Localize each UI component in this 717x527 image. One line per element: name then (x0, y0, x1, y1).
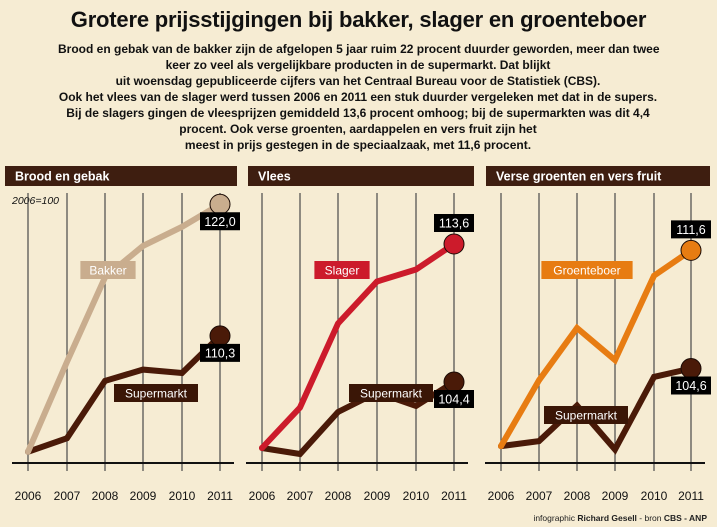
intro-line: Ook het vlees van de slager werd tussen … (58, 90, 658, 104)
intro-line: keer zo veel als vergelijkbare producten… (165, 58, 551, 72)
series-line-groenteboer (498, 247, 693, 448)
data-label: 113,6 (439, 217, 469, 231)
panel-title-brood-en-gebak: Brood en gebak (15, 170, 110, 184)
series-name-box (80, 261, 136, 279)
credit-prefix: infographic (533, 513, 578, 523)
x-tick-label: 2009 (130, 489, 157, 503)
intro-line: uit woensdag gepubliceerde cijfers van h… (115, 74, 601, 88)
data-label: 111,6 (676, 223, 705, 237)
series-name-bakker: Bakker (89, 264, 126, 278)
series-line-supermarkt (500, 365, 692, 455)
series-name-groenteboer: Groenteboer (553, 264, 620, 278)
data-label: 122,0 (204, 215, 235, 229)
data-point-start (25, 448, 31, 455)
x-tick-label: 2007 (54, 489, 81, 503)
x-tick-label: 2011 (207, 489, 233, 503)
data-point-start (259, 445, 265, 451)
data-point-end-supermarkt (680, 358, 702, 379)
credit-author: Richard Gesell (577, 513, 637, 523)
x-tick-label: 2009 (364, 489, 391, 503)
credit-middle: - bron (636, 513, 664, 523)
x-tick-label: 2011 (678, 489, 704, 503)
data-label: 104,4 (438, 393, 469, 407)
data-point-start (498, 443, 504, 450)
x-tick-label: 2009 (602, 489, 629, 503)
x-tick-label: 2006 (488, 489, 515, 503)
x-tick-label: 2007 (526, 489, 553, 503)
intro-text: Brood en gebak van de bakker zijn de afg… (58, 41, 660, 153)
x-tick-label: 2008 (325, 489, 352, 503)
data-label: 104,6 (675, 379, 706, 393)
intro-line: Brood en gebak van de bakker zijn de afg… (58, 42, 660, 56)
x-tick-label: 2008 (564, 489, 591, 503)
x-tick-label: 2010 (169, 489, 196, 503)
x-tick-label: 2010 (641, 489, 668, 503)
intro-line: Bij de slagers gingen de vleesprijzen ge… (66, 106, 650, 120)
data-label: 110,3 (205, 346, 235, 360)
series-name-supermarkt: Supermarkt (125, 387, 188, 401)
credit-source: CBS - ANP (663, 513, 707, 523)
x-tick-label: 2010 (403, 489, 430, 503)
data-label-box (434, 214, 474, 232)
series-line-bakker (25, 201, 222, 453)
data-point-end-slager (443, 233, 465, 255)
panel-title-vlees: Vlees (258, 170, 291, 184)
data-point-end-bakker (209, 193, 231, 215)
series-name-box (114, 384, 198, 402)
panel-title-verse-groenten-en-vers-fruit: Verse groenten en vers fruit (496, 170, 662, 184)
x-tick-label: 2006 (15, 489, 42, 503)
panel-header-brood-en-gebak (5, 166, 237, 186)
series-line-slager (259, 241, 456, 451)
panel-header-verse-groenten-en-vers-fruit (486, 166, 710, 186)
intro-line: meest in prijs gestegen in de speciaalza… (184, 138, 532, 152)
x-tick-label: 2006 (249, 489, 276, 503)
data-point-end-supermarkt (443, 371, 465, 393)
series-name-box (544, 406, 628, 424)
data-label-box (200, 343, 240, 362)
series-name-supermarkt: Supermarkt (360, 387, 423, 401)
series-name-box (349, 384, 433, 402)
series-name-box (541, 261, 633, 279)
x-tick-label: 2008 (92, 489, 119, 503)
series-name-supermarkt: Supermarkt (555, 409, 618, 423)
page-title: Grotere prijsstijgingen bij bakker, slag… (70, 7, 647, 32)
intro-line: procent. Ook verse groenten, aardappelen… (179, 122, 537, 136)
series-line-supermarkt (27, 333, 223, 455)
y-axis-label: 2006=100 (11, 195, 59, 207)
panel-header-vlees (248, 166, 474, 186)
data-label-box (671, 220, 711, 239)
data-point-end-supermarkt (209, 325, 231, 347)
series-name-slager: Slager (325, 264, 360, 278)
data-label-box (200, 212, 240, 231)
credit-line: infographic Richard Gesell - bron CBS - … (533, 513, 707, 523)
data-label-box (434, 390, 474, 408)
series-name-box (314, 261, 370, 279)
data-point-end-groenteboer (680, 239, 702, 261)
x-tick-label: 2011 (441, 489, 467, 503)
x-tick-label: 2007 (287, 489, 314, 503)
data-label-box (671, 376, 711, 395)
